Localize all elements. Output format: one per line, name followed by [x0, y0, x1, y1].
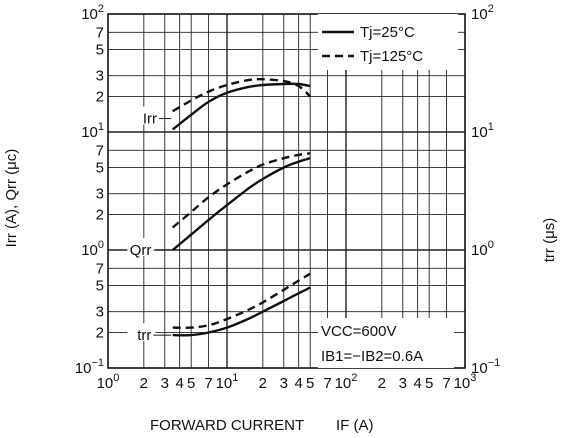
y-right-tick-label: 101: [471, 121, 494, 141]
plot-border: [107, 13, 466, 369]
x-tick-label: 2: [140, 375, 148, 392]
legend: Tj=25°C Tj=125°C: [318, 14, 458, 70]
y-right-tick-label: 10−1: [471, 357, 500, 377]
y-left-tick-label: 2: [96, 206, 104, 223]
series-curves: [171, 77, 312, 337]
x-tick-labels: 100 2 3 4 5 7 101 2 3 4 5 7 102 2 3 4 5 7 103: [97, 372, 477, 392]
x-tick-label: 2: [378, 375, 386, 392]
conditions-box: VCC=600V IB1=−IB2=0.6A: [318, 318, 454, 368]
x-tick-label: 5: [425, 375, 433, 392]
y-left-tick-label: 7: [96, 142, 104, 159]
series-irr-dashed: [172, 77, 312, 113]
curve-label-irr: Irr: [143, 111, 157, 128]
x-tick-label: 4: [413, 375, 421, 392]
y-left-tick-label: 7: [96, 260, 104, 277]
legend-label-25c: Tj=25°C: [360, 24, 415, 41]
y-left-tick-label: 5: [96, 42, 104, 59]
x-tick-label: 4: [175, 375, 183, 392]
curve-label-qrr: Qrr: [130, 242, 152, 259]
curve-label-bg: [127, 238, 156, 256]
x-tick-label: 100: [97, 372, 120, 392]
y-left-tick-label: 2: [96, 324, 104, 341]
x-tick-label: 7: [442, 375, 450, 392]
legend-box: [318, 14, 458, 70]
y-right-tick-labels: 102 101 100 10−1: [471, 3, 500, 377]
y-left-tick-label: 5: [96, 278, 104, 295]
x-tick-label: 4: [294, 375, 302, 392]
x-axis-label-symbol: IF (A): [336, 417, 374, 434]
y-left-tick-label: 5: [96, 160, 104, 177]
x-tick-label: 3: [280, 375, 288, 392]
series-irr-solid: [171, 82, 311, 131]
x-tick-label: 7: [323, 375, 331, 392]
legend-label-125c: Tj=125°C: [360, 48, 423, 65]
series-trr-solid: [172, 286, 311, 337]
y-left-tick-label: 2: [96, 88, 104, 105]
x-tick-label: 101: [216, 372, 239, 392]
y-left-tick-label: 3: [96, 68, 104, 85]
y-left-tick-label: 3: [96, 186, 104, 203]
y-left-tick-label: 100: [81, 239, 104, 259]
x-tick-label: 3: [161, 375, 169, 392]
x-tick-label: 5: [306, 375, 314, 392]
y-left-tick-label: 101: [81, 121, 104, 141]
x-axis-label-main: FORWARD CURRENT: [150, 417, 304, 434]
x-tick-label: 7: [204, 375, 212, 392]
annotation-ib: IB1=−IB2=0.6A: [321, 348, 423, 365]
y-left-tick-label: 3: [96, 304, 104, 321]
series-qrr-solid: [171, 157, 311, 251]
conditions-background: [318, 318, 454, 368]
y-right-tick-label: 102: [471, 3, 494, 23]
y-left-tick-label: 7: [96, 24, 104, 41]
curve-label-trr: trr: [137, 327, 151, 344]
y-right-tick-label: 100: [471, 239, 494, 259]
y-left-tick-label: 102: [81, 3, 104, 23]
annotation-vcc: VCC=600V: [321, 323, 396, 340]
x-tick-label: 3: [399, 375, 407, 392]
series-trr-dashed: [172, 272, 311, 329]
y-axis-label-right: trr (μs): [541, 218, 558, 262]
curve-labels: Irr Qrr trr: [127, 106, 172, 344]
x-tick-label: 103: [454, 372, 477, 392]
x-tick-label: 102: [335, 372, 358, 392]
plot-frame: [107, 13, 466, 369]
x-tick-label: 2: [259, 375, 267, 392]
curve-label-bg: [127, 323, 156, 342]
x-tick-label: 5: [187, 375, 195, 392]
series-qrr-dashed: [171, 152, 311, 229]
y-axis-label-left: Irr (A), Qrr (μc): [3, 149, 20, 248]
curve-label-bg: [133, 106, 162, 125]
y-left-tick-label: 10−1: [75, 357, 104, 377]
